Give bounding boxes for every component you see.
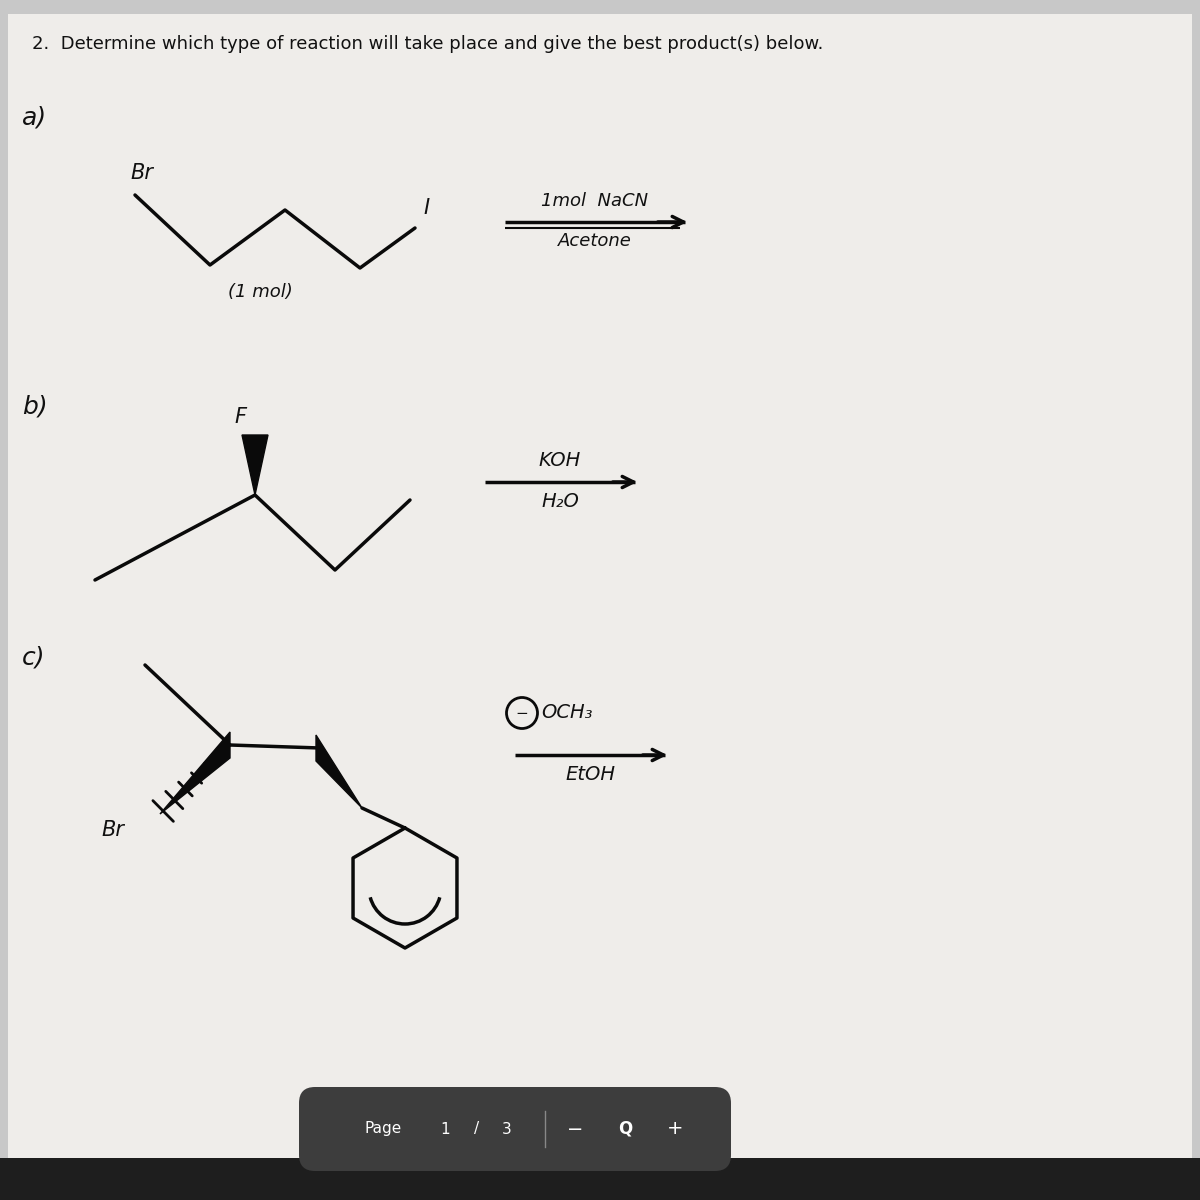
Text: I: I — [424, 198, 430, 218]
Text: OCH₃: OCH₃ — [541, 703, 593, 722]
Text: Q: Q — [618, 1120, 632, 1138]
Text: −: − — [566, 1120, 583, 1139]
Text: −: − — [516, 706, 528, 720]
Text: 1: 1 — [440, 1122, 450, 1136]
FancyBboxPatch shape — [0, 1158, 1200, 1200]
Text: EtOH: EtOH — [565, 766, 616, 784]
Text: H₂O: H₂O — [541, 492, 578, 511]
Text: +: + — [667, 1120, 683, 1139]
Text: (1 mol): (1 mol) — [228, 283, 293, 301]
Text: a): a) — [22, 104, 47, 128]
Text: Br: Br — [130, 163, 154, 182]
Text: Page: Page — [365, 1122, 402, 1136]
Text: Br: Br — [101, 820, 124, 840]
Text: b): b) — [22, 395, 48, 419]
Polygon shape — [316, 734, 362, 808]
Polygon shape — [160, 732, 230, 814]
Text: 2.  Determine which type of reaction will take place and give the best product(s: 2. Determine which type of reaction will… — [32, 35, 823, 53]
Text: 1mol  NaCN: 1mol NaCN — [541, 192, 648, 210]
Text: KOH: KOH — [539, 451, 581, 470]
FancyBboxPatch shape — [299, 1087, 731, 1171]
Text: 3: 3 — [502, 1122, 512, 1136]
Text: c): c) — [22, 646, 46, 670]
Polygon shape — [242, 434, 268, 494]
Text: F: F — [234, 407, 246, 427]
Text: Acetone: Acetone — [558, 232, 632, 250]
Text: /: / — [474, 1122, 480, 1136]
FancyBboxPatch shape — [8, 14, 1192, 1172]
